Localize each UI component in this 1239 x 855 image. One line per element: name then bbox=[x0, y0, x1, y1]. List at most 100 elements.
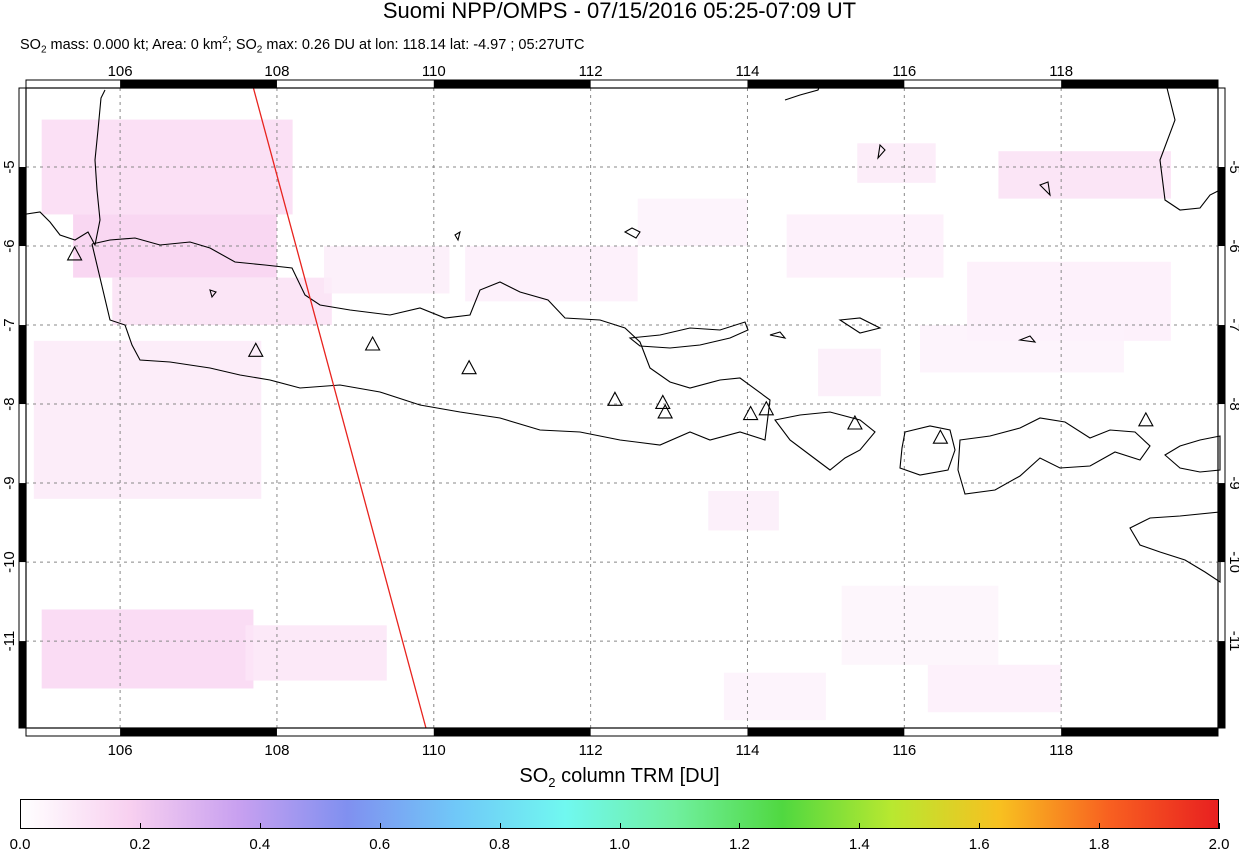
lon-tick-label-bottom: 118 bbox=[1049, 742, 1073, 759]
stats-mass-sub: 2 bbox=[40, 44, 47, 56]
lat-tick-label-left: -8 bbox=[1, 397, 18, 410]
volcano-marker bbox=[1137, 411, 1154, 427]
lat-tick-label-left: -6 bbox=[1, 239, 18, 252]
map-frame bbox=[18, 79, 1226, 737]
lat-tick-label-left: -11 bbox=[1, 631, 18, 652]
stats-max-text: max: 0.26 DU at lon: 118.14 lat: -4.97 ;… bbox=[262, 36, 585, 53]
frame-segment-right bbox=[1218, 167, 1225, 247]
frame-top-outline bbox=[25, 79, 1219, 89]
colorbar-title-prefix: SO bbox=[519, 765, 549, 787]
coastline-bali bbox=[774, 411, 876, 471]
lat-tick-label-right: -11 bbox=[1226, 631, 1239, 652]
map-title: Suomi NPP/OMPS - 07/15/2016 05:25-07:09 … bbox=[382, 0, 857, 23]
lat-tick-label-right: -9 bbox=[1226, 476, 1239, 489]
colorbar-tick-label: 1.2 bbox=[728, 836, 750, 853]
so2-patch bbox=[41, 609, 254, 689]
coastline-lombok bbox=[899, 425, 956, 476]
coastline-madura bbox=[628, 321, 749, 349]
coastline-sumbawa bbox=[957, 417, 1151, 495]
lon-tick-label-top: 110 bbox=[422, 63, 446, 80]
so2-stats-line: SO2 mass: 0.000 kt; Area: 0 km2; SO2 max… bbox=[20, 35, 584, 56]
volcano-marker bbox=[657, 403, 674, 419]
so2-patch bbox=[927, 664, 1062, 713]
volcano-marker bbox=[846, 414, 863, 430]
colorbar-tick-label: 0.0 bbox=[9, 836, 31, 853]
colorbar-tick-label: 0.2 bbox=[129, 836, 151, 853]
lon-tick-label-top: 114 bbox=[736, 63, 760, 80]
so2-patches bbox=[33, 119, 1171, 721]
colorbar-tick-mark bbox=[1099, 823, 1101, 829]
so2-patch bbox=[998, 151, 1171, 199]
so2-patch bbox=[841, 585, 999, 665]
lat-tick-label-right: -5 bbox=[1226, 160, 1239, 173]
volcano-marker bbox=[758, 400, 775, 416]
colorbar-tick-mark bbox=[979, 823, 981, 829]
colorbar-tick-mark bbox=[1219, 823, 1220, 829]
frame-segment-left bbox=[19, 325, 26, 405]
colorbar-tick-mark bbox=[139, 823, 141, 829]
stats-max-sub: 2 bbox=[256, 44, 263, 56]
frame-segment-top bbox=[747, 80, 905, 88]
lat-tick-label-left: -10 bbox=[1, 551, 18, 573]
frame-segment-bottom bbox=[747, 728, 905, 736]
lat-tick-label-left: -5 bbox=[1, 160, 18, 173]
colorbar-tick-mark bbox=[859, 823, 861, 829]
lon-tick-label-top: 108 bbox=[264, 63, 289, 80]
so2-patch bbox=[708, 490, 779, 531]
lat-tick-label-right: -6 bbox=[1226, 239, 1239, 252]
volcano-marker bbox=[461, 359, 477, 375]
colorbar-title: SO2 column TRM [DU] bbox=[0, 765, 1239, 790]
colorbar-title-sub: 2 bbox=[548, 775, 556, 790]
volcano-marker bbox=[654, 394, 671, 410]
so2-patch bbox=[637, 198, 748, 247]
coastline-flores bbox=[1164, 435, 1221, 473]
volcano-marker bbox=[932, 429, 949, 444]
frame-segment-top bbox=[433, 80, 591, 88]
colorbar-tick-mark bbox=[499, 823, 501, 829]
lon-tick-label-bottom: 108 bbox=[264, 742, 289, 759]
frame-segment-left bbox=[19, 167, 26, 247]
so2-patch bbox=[818, 348, 881, 397]
lat-tick-label-left: -9 bbox=[1, 476, 18, 489]
volcano-markers bbox=[66, 245, 1154, 444]
lon-tick-label-top: 116 bbox=[892, 63, 916, 80]
colorbar-tick-label: 1.6 bbox=[968, 836, 990, 853]
stats-mass-text: mass: 0.000 kt; Area: 0 km bbox=[46, 36, 223, 53]
volcano-marker bbox=[364, 335, 381, 351]
volcano-marker bbox=[607, 391, 623, 406]
colorbar-tick-label: 0.6 bbox=[369, 836, 391, 853]
stats-max-label: ; SO bbox=[227, 36, 257, 53]
frame-bottom-outline bbox=[25, 727, 1219, 737]
colorbar-tick-label: 2.0 bbox=[1208, 836, 1230, 853]
lon-tick-label-top: 118 bbox=[1049, 63, 1073, 80]
lon-tick-label-top: 112 bbox=[579, 63, 603, 80]
colorbar-tick-mark bbox=[20, 823, 21, 829]
frame-segment-right bbox=[1218, 641, 1225, 728]
axis-tick-labels: 106 106 108 108 110 110 112 112 114 114 116 116 118 1… bbox=[1, 63, 1239, 759]
colorbar-tick-label: 0.8 bbox=[489, 836, 511, 853]
lon-tick-label-bottom: 106 bbox=[108, 742, 133, 759]
lon-tick-label-bottom: 116 bbox=[892, 742, 916, 759]
coastline-sumatra bbox=[19, 89, 106, 247]
volcano-marker bbox=[742, 405, 759, 421]
frame-segment-left bbox=[19, 641, 26, 728]
lat-tick-label-right: -8 bbox=[1226, 397, 1239, 410]
colorbar-tick-mark bbox=[259, 823, 261, 829]
grid-lines bbox=[26, 88, 1218, 728]
coastlines bbox=[19, 79, 1221, 584]
lon-tick-label-bottom: 114 bbox=[736, 742, 760, 759]
so2-patch bbox=[112, 277, 332, 326]
lon-tick-label-bottom: 112 bbox=[579, 742, 603, 759]
so2-patch bbox=[920, 325, 1124, 373]
so2-patch bbox=[857, 143, 936, 183]
stats-mass-label: SO bbox=[20, 36, 41, 53]
lon-tick-label-top: 106 bbox=[108, 63, 133, 80]
lat-tick-label-right: -10 bbox=[1226, 551, 1239, 573]
frame-segment-bottom bbox=[433, 728, 591, 736]
frame-segment-right bbox=[1218, 483, 1225, 563]
so2-patch bbox=[245, 625, 387, 681]
frame-segment-bottom bbox=[1061, 728, 1218, 736]
so2-patch bbox=[324, 246, 450, 294]
colorbar-tick-label: 0.4 bbox=[249, 836, 271, 853]
coastline-java bbox=[91, 237, 771, 446]
